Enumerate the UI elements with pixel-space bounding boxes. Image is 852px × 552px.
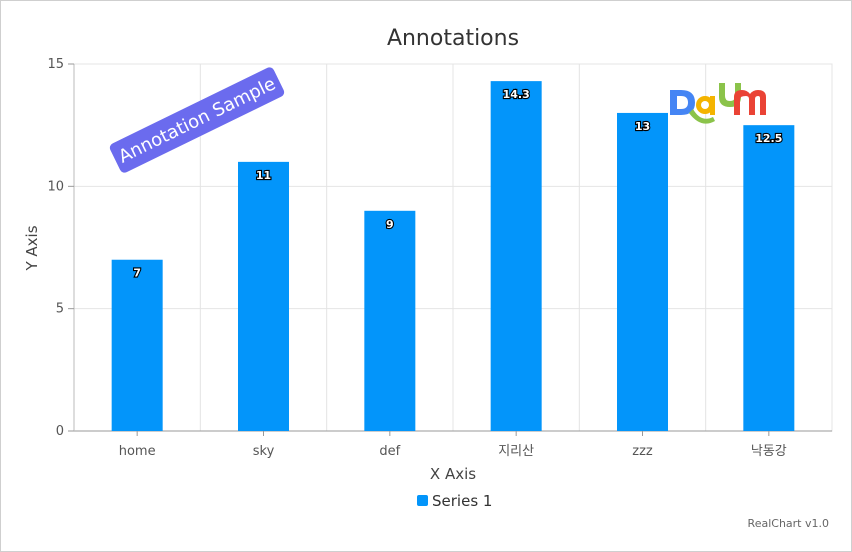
x-axis-ticks: home sky def 지리산 zzz 낙동강 [119, 431, 787, 459]
x-tick-label: 낙동강 [751, 444, 787, 459]
daum-logo [670, 83, 766, 124]
legend[interactable]: Series 1 [417, 492, 492, 510]
credits: RealChart v1.0 [748, 517, 829, 530]
y-axis-ticks: 0 5 10 15 [47, 57, 74, 439]
x-tick-label: home [119, 444, 156, 459]
annotation-background [109, 67, 285, 173]
data-label: 9 [386, 218, 394, 231]
legend-label: Series 1 [432, 492, 492, 510]
x-axis-title: X Axis [430, 465, 476, 483]
x-tick-label: def [379, 444, 400, 459]
annotation-text: Annotation Sample [115, 73, 279, 167]
y-tick-label: 0 [56, 424, 64, 439]
y-tick-label: 15 [47, 57, 64, 72]
bar[interactable] [743, 125, 795, 432]
data-labels: 7 11 9 14.3 13 12.5 [132, 87, 783, 281]
bar[interactable] [617, 112, 668, 431]
bar-series[interactable] [111, 81, 795, 432]
y-tick-label: 5 [56, 302, 64, 317]
data-label: 14.3 [503, 88, 530, 101]
y-axis-title: Y Axis [23, 225, 41, 271]
data-label: 12.5 [755, 132, 782, 145]
data-label: 7 [133, 267, 141, 280]
y-tick-label: 10 [47, 179, 64, 194]
data-label: 13 [635, 120, 650, 133]
bar[interactable] [364, 210, 416, 431]
x-tick-label: 지리산 [498, 444, 534, 459]
x-tick-label: sky [253, 444, 275, 459]
data-label: 11 [256, 169, 271, 182]
chart-title: Annotations [387, 26, 519, 51]
bar[interactable] [490, 81, 542, 432]
bar[interactable] [238, 161, 289, 431]
bar[interactable] [111, 259, 163, 431]
x-tick-label: zzz [632, 444, 653, 459]
text-annotation: Annotation Sample [109, 67, 285, 173]
legend-marker [417, 495, 428, 506]
